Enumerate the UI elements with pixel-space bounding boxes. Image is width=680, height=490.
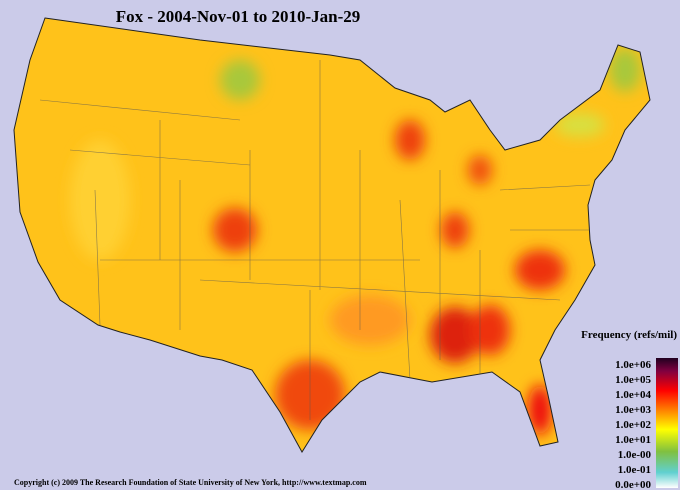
map-title: Fox - 2004-Nov-01 to 2010-Jan-29 [116, 7, 361, 26]
legend-label: 0.0e+00 [615, 479, 651, 490]
us-map [13, 17, 651, 453]
legend-label: 1.0e+03 [615, 404, 651, 416]
legend-label: 1.0e+01 [615, 434, 651, 446]
legend-label: 1.0e+05 [615, 374, 651, 386]
legend: 1.0e+06 1.0e+05 1.0e+04 1.0e+03 1.0e+02 1.0e+… [615, 359, 651, 490]
legend-title: Frequency (refs/mil) [581, 329, 677, 341]
legend-label: 1.0e-01 [618, 464, 651, 476]
color-bar [656, 358, 678, 488]
legend-label: 1.0e+06 [615, 359, 651, 371]
legend-label: 1.0e+02 [615, 419, 651, 431]
copyright: Copyright (c) 2009 The Research Foundati… [14, 478, 367, 487]
legend-label: 1.0e-00 [618, 449, 652, 461]
legend-label: 1.0e+04 [615, 389, 651, 401]
